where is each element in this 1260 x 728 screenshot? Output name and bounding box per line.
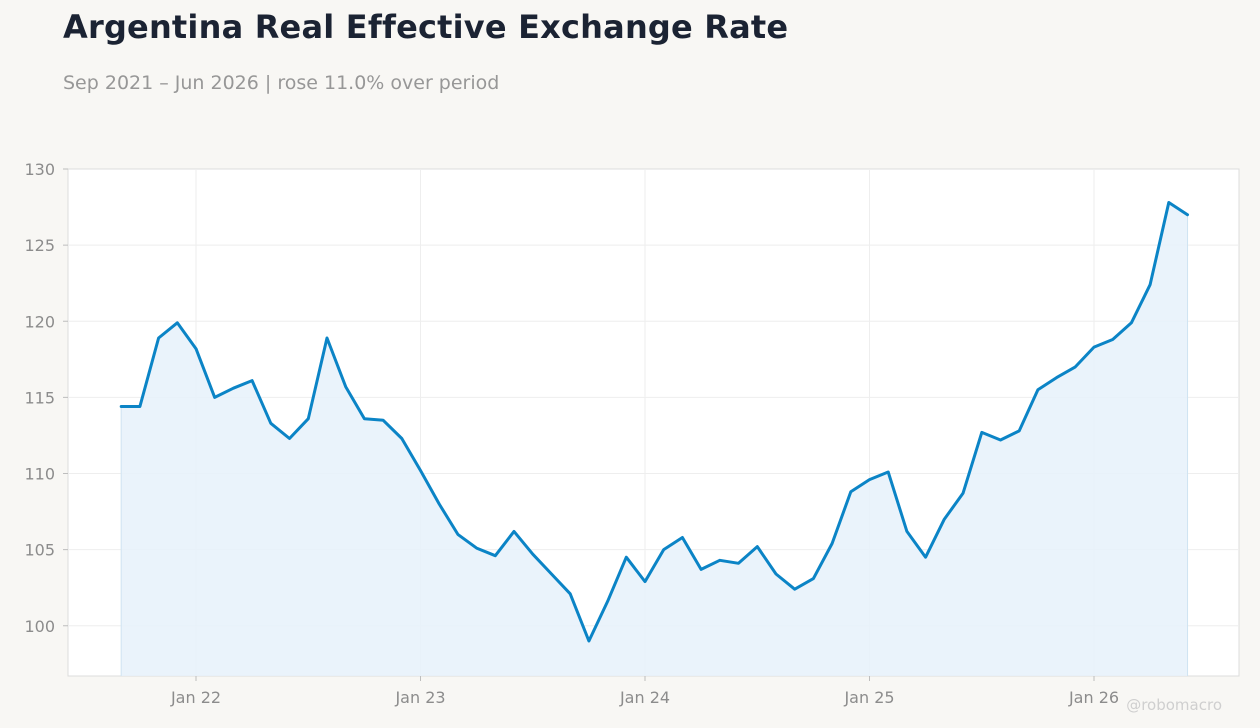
x-tick-label: Jan 24 [619, 688, 670, 707]
y-axis: 100 105 110 115 120 125 130 [24, 160, 68, 636]
y-tick-label: 105 [24, 541, 55, 560]
x-axis: Jan 22 Jan 23 Jan 24 Jan 25 Jan 26 [170, 676, 1119, 707]
y-tick-label: 125 [24, 236, 55, 255]
x-tick-label: Jan 23 [394, 688, 445, 707]
x-tick-label: Jan 22 [170, 688, 221, 707]
series-line [119, 201, 1189, 643]
x-tick-label: Jan 26 [1068, 688, 1119, 707]
x-tick-label: Jan 25 [843, 688, 894, 707]
line-layer [119, 201, 1189, 643]
watermark: @robomacro [1126, 696, 1222, 714]
chart-subtitle: Sep 2021 – Jun 2026 | rose 11.0% over pe… [63, 72, 500, 94]
chart-title: Argentina Real Effective Exchange Rate [63, 8, 789, 46]
series-area [121, 202, 1188, 676]
y-tick-label: 120 [24, 312, 55, 331]
area-layer [120, 202, 1189, 676]
y-tick-label: 115 [24, 388, 55, 407]
y-tick-label: 130 [24, 160, 55, 179]
y-tick-label: 100 [24, 617, 55, 636]
y-tick-label: 110 [24, 465, 55, 484]
